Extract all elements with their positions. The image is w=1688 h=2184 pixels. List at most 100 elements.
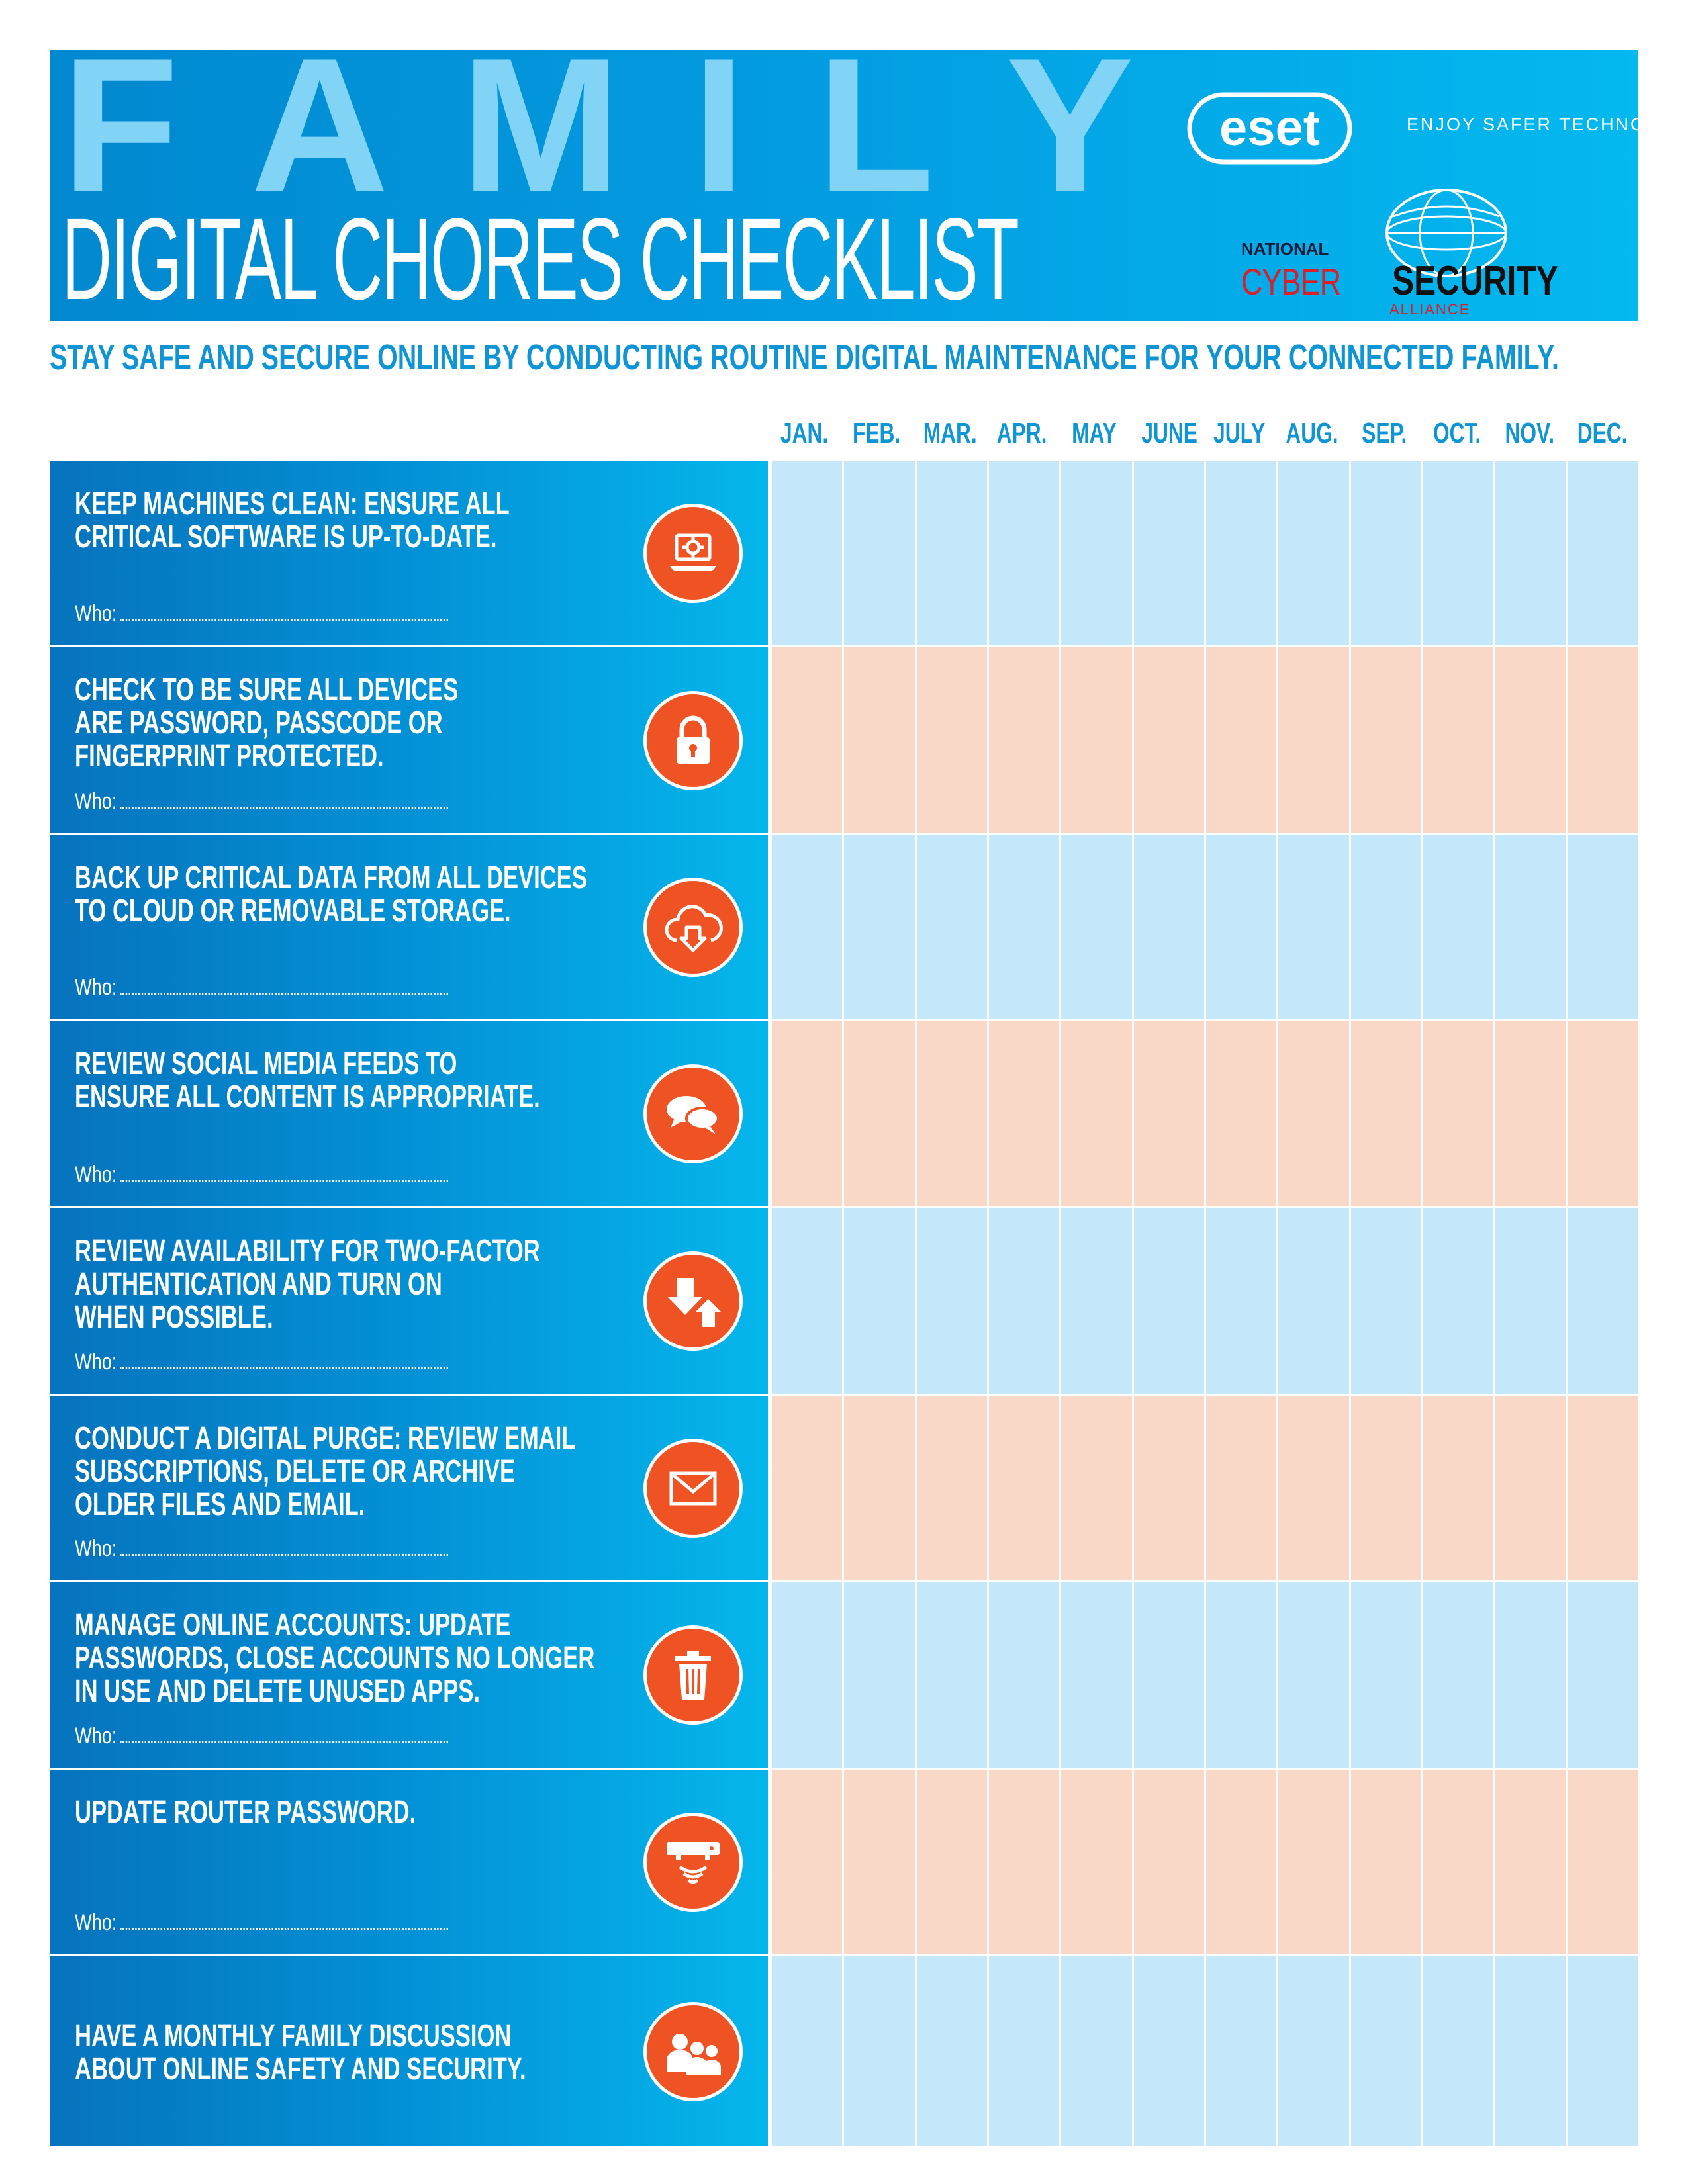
month-checkbox-cell[interactable] (772, 647, 843, 833)
who-field[interactable]: Who: (75, 1536, 449, 1562)
month-checkbox-cell[interactable] (772, 1208, 843, 1394)
month-checkbox-cell[interactable] (1133, 1396, 1204, 1580)
month-checkbox-cell[interactable] (1350, 1396, 1421, 1580)
month-checkbox-cell[interactable] (1568, 1956, 1638, 2146)
month-checkbox-cell[interactable] (1495, 647, 1566, 833)
month-checkbox-cell[interactable] (772, 835, 843, 1019)
month-checkbox-cell[interactable] (1568, 1582, 1638, 1768)
month-checkbox-cell[interactable] (1495, 1582, 1566, 1768)
month-checkbox-cell[interactable] (1278, 1770, 1349, 1954)
month-checkbox-cell[interactable] (988, 647, 1060, 833)
month-checkbox-cell[interactable] (1568, 647, 1638, 833)
month-checkbox-cell[interactable] (1061, 647, 1132, 833)
month-checkbox-cell[interactable] (1061, 461, 1132, 645)
month-checkbox-cell[interactable] (916, 1956, 987, 2146)
month-checkbox-cell[interactable] (1423, 1021, 1494, 1206)
month-checkbox-cell[interactable] (1061, 1582, 1132, 1768)
month-checkbox-cell[interactable] (916, 1396, 987, 1580)
month-checkbox-cell[interactable] (1423, 1956, 1494, 2146)
month-checkbox-cell[interactable] (1061, 835, 1132, 1019)
who-input-line[interactable] (120, 1741, 449, 1743)
month-checkbox-cell[interactable] (988, 835, 1060, 1019)
month-checkbox-cell[interactable] (1278, 1396, 1349, 1580)
who-input-line[interactable] (120, 807, 449, 809)
month-checkbox-cell[interactable] (1423, 1396, 1494, 1580)
month-checkbox-cell[interactable] (1205, 1208, 1277, 1394)
month-checkbox-cell[interactable] (1350, 1582, 1421, 1768)
who-field[interactable]: Who: (75, 789, 449, 815)
month-checkbox-cell[interactable] (916, 1582, 987, 1768)
month-checkbox-cell[interactable] (1495, 1021, 1566, 1206)
month-checkbox-cell[interactable] (844, 835, 915, 1019)
month-checkbox-cell[interactable] (1568, 835, 1638, 1019)
month-checkbox-cell[interactable] (772, 461, 843, 645)
month-checkbox-cell[interactable] (844, 1396, 915, 1580)
month-checkbox-cell[interactable] (916, 1208, 987, 1394)
month-checkbox-cell[interactable] (1061, 1956, 1132, 2146)
who-field[interactable]: Who: (75, 1723, 449, 1749)
month-checkbox-cell[interactable] (1350, 1208, 1421, 1394)
month-checkbox-cell[interactable] (1568, 461, 1638, 645)
month-checkbox-cell[interactable] (1061, 1208, 1132, 1394)
month-checkbox-cell[interactable] (1568, 1021, 1638, 1206)
month-checkbox-cell[interactable] (916, 461, 987, 645)
month-checkbox-cell[interactable] (1133, 1770, 1204, 1954)
month-checkbox-cell[interactable] (844, 647, 915, 833)
who-input-line[interactable] (120, 1367, 449, 1369)
who-input-line[interactable] (120, 619, 449, 621)
month-checkbox-cell[interactable] (772, 1956, 843, 2146)
month-checkbox-cell[interactable] (1568, 1208, 1638, 1394)
month-checkbox-cell[interactable] (1061, 1396, 1132, 1580)
who-field[interactable]: Who: (75, 1910, 449, 1936)
month-checkbox-cell[interactable] (1205, 1770, 1277, 1954)
month-checkbox-cell[interactable] (1133, 461, 1204, 645)
month-checkbox-cell[interactable] (1423, 1208, 1494, 1394)
month-checkbox-cell[interactable] (916, 1021, 987, 1206)
who-input-line[interactable] (120, 1554, 449, 1556)
month-checkbox-cell[interactable] (988, 1021, 1060, 1206)
month-checkbox-cell[interactable] (1350, 1770, 1421, 1954)
month-checkbox-cell[interactable] (1205, 1021, 1277, 1206)
month-checkbox-cell[interactable] (1568, 1770, 1638, 1954)
month-checkbox-cell[interactable] (916, 835, 987, 1019)
month-checkbox-cell[interactable] (1133, 1956, 1204, 2146)
month-checkbox-cell[interactable] (1133, 835, 1204, 1019)
month-checkbox-cell[interactable] (1278, 1582, 1349, 1768)
month-checkbox-cell[interactable] (988, 1770, 1060, 1954)
month-checkbox-cell[interactable] (1205, 1956, 1277, 2146)
month-checkbox-cell[interactable] (1350, 461, 1421, 645)
month-checkbox-cell[interactable] (1133, 647, 1204, 833)
month-checkbox-cell[interactable] (1205, 647, 1277, 833)
month-checkbox-cell[interactable] (916, 647, 987, 833)
month-checkbox-cell[interactable] (988, 1956, 1060, 2146)
month-checkbox-cell[interactable] (1278, 1956, 1349, 2146)
month-checkbox-cell[interactable] (1278, 647, 1349, 833)
month-checkbox-cell[interactable] (916, 1770, 987, 1954)
month-checkbox-cell[interactable] (844, 461, 915, 645)
month-checkbox-cell[interactable] (988, 1582, 1060, 1768)
month-checkbox-cell[interactable] (1495, 1396, 1566, 1580)
month-checkbox-cell[interactable] (1495, 835, 1566, 1019)
month-checkbox-cell[interactable] (1423, 461, 1494, 645)
month-checkbox-cell[interactable] (1205, 835, 1277, 1019)
month-checkbox-cell[interactable] (1568, 1396, 1638, 1580)
month-checkbox-cell[interactable] (1061, 1770, 1132, 1954)
month-checkbox-cell[interactable] (1133, 1021, 1204, 1206)
month-checkbox-cell[interactable] (988, 1208, 1060, 1394)
month-checkbox-cell[interactable] (1278, 1208, 1349, 1394)
month-checkbox-cell[interactable] (1278, 1021, 1349, 1206)
month-checkbox-cell[interactable] (1133, 1582, 1204, 1768)
month-checkbox-cell[interactable] (1495, 1208, 1566, 1394)
month-checkbox-cell[interactable] (988, 1396, 1060, 1580)
who-field[interactable]: Who: (75, 601, 449, 627)
month-checkbox-cell[interactable] (1205, 1396, 1277, 1580)
month-checkbox-cell[interactable] (1278, 835, 1349, 1019)
month-checkbox-cell[interactable] (772, 1582, 843, 1768)
month-checkbox-cell[interactable] (844, 1021, 915, 1206)
month-checkbox-cell[interactable] (1423, 647, 1494, 833)
month-checkbox-cell[interactable] (988, 461, 1060, 645)
month-checkbox-cell[interactable] (1205, 1582, 1277, 1768)
month-checkbox-cell[interactable] (1350, 1021, 1421, 1206)
month-checkbox-cell[interactable] (1061, 1021, 1132, 1206)
month-checkbox-cell[interactable] (1423, 1582, 1494, 1768)
